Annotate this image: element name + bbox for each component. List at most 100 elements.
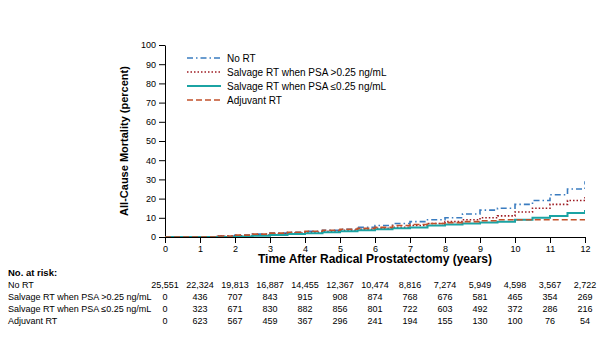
legend-label: Salvage RT when PSA >0.25 ng/mL (227, 67, 387, 78)
risk-cell: 722 (402, 304, 417, 314)
legend-label: No RT (227, 53, 256, 64)
legend-label: Salvage RT when PSA ≤0.25 ng/mL (227, 81, 387, 92)
risk-cell: 856 (332, 304, 347, 314)
risk-cell: 915 (297, 292, 312, 302)
risk-cell: 882 (297, 304, 312, 314)
tick: 50 (146, 136, 165, 146)
risk-cell: 76 (545, 316, 555, 326)
y-axis: 0 10 20 30 40 50 60 70 80 90 100 (141, 40, 166, 242)
risk-cell: 241 (367, 316, 382, 326)
tick-label: 11 (546, 244, 555, 254)
tick-mark (445, 237, 446, 243)
tick-label: 90 (146, 60, 156, 70)
risk-cell: 3,567 (539, 280, 562, 290)
tick-label: 100 (141, 40, 156, 50)
risk-cell: 567 (227, 316, 242, 326)
risk-cell: 2,722 (574, 280, 597, 290)
risk-cell: 603 (437, 304, 452, 314)
tick-label: 80 (146, 79, 156, 89)
risk-cell: 194 (402, 316, 417, 326)
legend-swatch (187, 57, 221, 59)
tick-mark (270, 237, 271, 243)
tick-label: 50 (146, 136, 156, 146)
legend-swatch (187, 71, 221, 73)
y-axis-title: All-Cause Mortality (percent) (118, 66, 130, 216)
risk-cell: 372 (507, 304, 522, 314)
risk-cell: 22,324 (186, 280, 214, 290)
tick-mark (550, 237, 551, 243)
tick-mark (515, 237, 516, 243)
risk-cell: 581 (472, 292, 487, 302)
legend-swatch (187, 85, 221, 87)
risk-cell: 367 (297, 316, 312, 326)
tick: 70 (146, 98, 165, 108)
risk-cell: 492 (472, 304, 487, 314)
risk-cell: 216 (577, 304, 592, 314)
tick-label: 0 (151, 232, 156, 242)
tick-mark (235, 237, 236, 243)
tick-mark (410, 237, 411, 243)
risk-cell: 707 (227, 292, 242, 302)
tick-label: 30 (146, 175, 156, 185)
risk-cell: 354 (542, 292, 557, 302)
axis-line (165, 46, 166, 238)
risk-cell: 843 (262, 292, 277, 302)
tick-mark (305, 237, 306, 243)
series-line (165, 210, 585, 237)
risk-cell: 16,887 (256, 280, 284, 290)
tick-mark (159, 179, 165, 180)
tick-mark (159, 103, 165, 104)
risk-cell: 155 (437, 316, 452, 326)
risk-cell: 269 (577, 292, 592, 302)
tick-label: 10 (510, 244, 520, 254)
risk-cell: 0 (162, 316, 167, 326)
risk-table: No. at risk:No RT25,55122,32419,81316,88… (8, 267, 596, 326)
tick: 20 (146, 194, 165, 204)
risk-cell: 19,813 (221, 280, 249, 290)
risk-cell: 671 (227, 304, 242, 314)
tick: 60 (146, 117, 165, 127)
risk-cell: 100 (507, 316, 522, 326)
tick-mark (159, 122, 165, 123)
x-axis-title: Time After Radical Prostatectomy (years) (258, 252, 492, 266)
risk-row-label: Salvage RT when PSA >0.25 ng/mL (8, 292, 152, 302)
tick-mark (159, 83, 165, 84)
tick-mark (159, 64, 165, 65)
tick-mark (159, 160, 165, 161)
legend-swatch (187, 99, 221, 101)
risk-cell: 286 (542, 304, 557, 314)
series-line (165, 220, 585, 237)
risk-cell: 130 (472, 316, 487, 326)
tick: 0 (151, 232, 165, 242)
tick: 80 (146, 79, 165, 89)
risk-cell: 830 (262, 304, 277, 314)
risk-cell: 7,274 (434, 280, 457, 290)
risk-row-label: Salvage RT when PSA ≤0.25 ng/mL (8, 304, 151, 314)
risk-table-title: No. at risk: (8, 267, 57, 278)
risk-cell: 323 (192, 304, 207, 314)
tick: 12 (580, 237, 590, 254)
risk-cell: 459 (262, 316, 277, 326)
tick-label: 2 (233, 244, 238, 254)
plot-area (165, 181, 585, 237)
tick-label: 70 (146, 98, 156, 108)
tick: 10 (510, 237, 520, 254)
tick-mark (159, 237, 165, 238)
tick-mark (159, 45, 165, 46)
risk-cell: 54 (580, 316, 590, 326)
tick: 40 (146, 156, 165, 166)
tick-mark (200, 237, 201, 243)
risk-cell: 436 (192, 292, 207, 302)
tick: 1 (198, 237, 203, 254)
risk-row-label: Adjuvant RT (8, 316, 58, 326)
tick-label: 10 (146, 213, 156, 223)
tick: 10 (146, 213, 165, 223)
tick: 100 (141, 40, 165, 50)
risk-cell: 623 (192, 316, 207, 326)
tick: 11 (546, 237, 555, 254)
legend: No RT Salvage RT when PSA >0.25 ng/mL Salv… (187, 53, 387, 106)
tick-mark (585, 237, 586, 243)
risk-cell: 10,474 (361, 280, 389, 290)
risk-cell: 0 (162, 292, 167, 302)
risk-cell: 676 (437, 292, 452, 302)
